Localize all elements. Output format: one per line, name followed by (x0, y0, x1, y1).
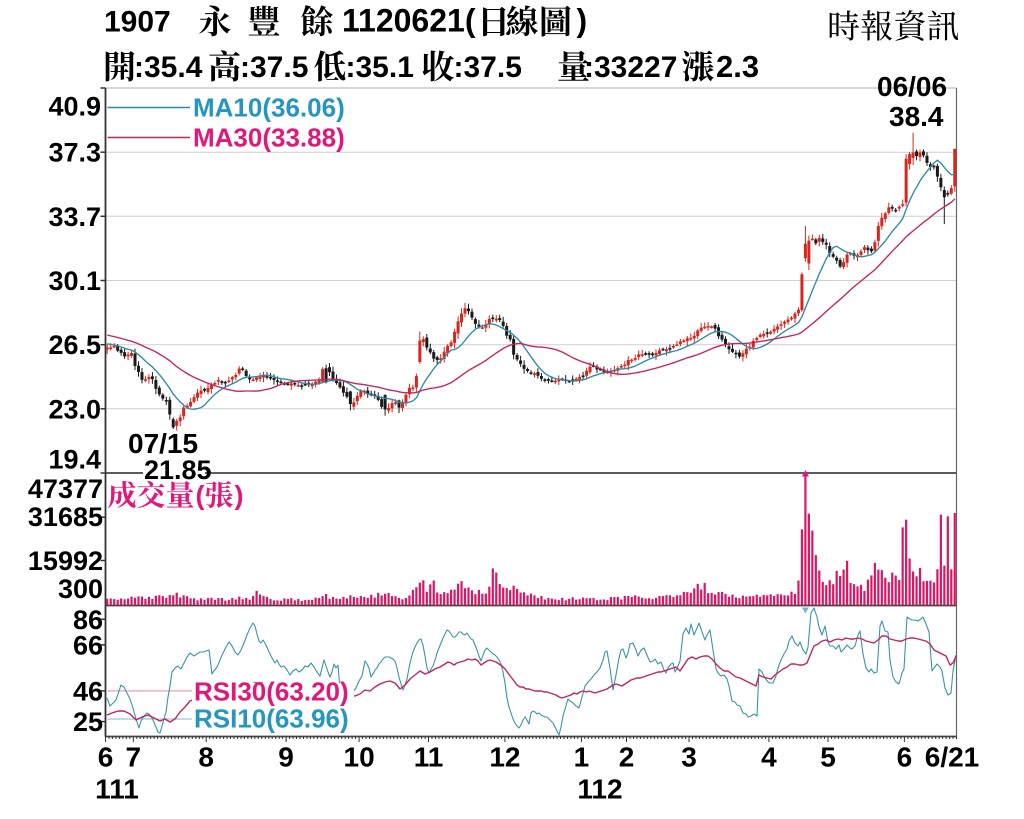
svg-text:46: 46 (73, 676, 103, 706)
svg-text:11: 11 (414, 742, 444, 773)
svg-text:86: 86 (73, 605, 103, 635)
svg-text:19.4: 19.4 (48, 445, 101, 475)
svg-text:MA10(36.06): MA10(36.06) (193, 93, 345, 123)
svg-text:300: 300 (58, 574, 103, 604)
svg-text:111: 111 (95, 774, 139, 805)
svg-text:MA30(33.88): MA30(33.88) (193, 123, 345, 153)
svg-text:38.4: 38.4 (889, 101, 944, 132)
svg-text:6: 6 (98, 742, 114, 773)
svg-text:RSI10(63.96): RSI10(63.96) (194, 704, 349, 734)
svg-text:1907: 1907 (104, 6, 171, 39)
svg-text:7: 7 (126, 742, 142, 773)
svg-text::37.5: :37.5 (240, 51, 308, 84)
svg-text::35.4: :35.4 (134, 51, 203, 84)
svg-text:12: 12 (489, 742, 520, 773)
svg-text::35.1: :35.1 (346, 51, 414, 84)
svg-text:6: 6 (897, 742, 913, 773)
svg-text:6/21: 6/21 (925, 742, 980, 773)
svg-text:8: 8 (198, 742, 214, 773)
svg-text:1120621(: 1120621( (342, 3, 476, 39)
svg-text:): ) (235, 481, 244, 511)
svg-text:(: ( (196, 481, 205, 511)
svg-text:3: 3 (681, 742, 697, 773)
svg-text:30.1: 30.1 (48, 266, 101, 296)
svg-text:9: 9 (278, 742, 294, 773)
svg-text:25: 25 (73, 707, 103, 737)
svg-text:112: 112 (577, 774, 622, 805)
svg-text:23.0: 23.0 (48, 394, 101, 424)
svg-text:37.3: 37.3 (48, 138, 101, 168)
svg-text:06/06: 06/06 (877, 71, 947, 102)
svg-text:47377: 47377 (28, 474, 103, 504)
svg-text:40.9: 40.9 (48, 92, 101, 122)
svg-text:31685: 31685 (28, 502, 103, 532)
svg-text:10: 10 (344, 742, 375, 773)
svg-text:2: 2 (619, 742, 635, 773)
svg-text:26.5: 26.5 (48, 330, 101, 360)
svg-text:): ) (577, 3, 588, 39)
svg-text:2.3: 2.3 (716, 49, 759, 84)
svg-text:15992: 15992 (28, 546, 103, 576)
svg-text:07/15: 07/15 (128, 428, 198, 459)
svg-text:21.85: 21.85 (144, 455, 212, 485)
svg-text:RSI30(63.20): RSI30(63.20) (194, 677, 349, 707)
svg-text:4: 4 (761, 742, 777, 773)
svg-text:1: 1 (574, 742, 590, 773)
svg-text::37.5: :37.5 (454, 51, 522, 84)
svg-text:5: 5 (820, 742, 836, 773)
svg-text::33227: :33227 (584, 51, 677, 84)
svg-text:66: 66 (73, 630, 103, 660)
svg-text:33.7: 33.7 (48, 202, 101, 232)
